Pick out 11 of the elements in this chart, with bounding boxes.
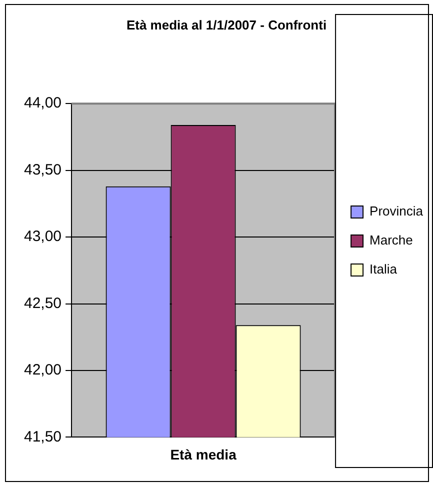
y-tick-label: 43,00 bbox=[24, 228, 62, 246]
x-axis-title: Età media bbox=[170, 446, 237, 462]
legend-label: Provincia bbox=[370, 204, 424, 219]
chart-title: Età media al 1/1/2007 - Confronti bbox=[126, 17, 327, 32]
y-tick-label: 41,50 bbox=[24, 428, 62, 446]
y-tick-label: 44,00 bbox=[24, 94, 62, 112]
y-tick-label: 42,00 bbox=[24, 362, 62, 379]
legend-label: Italia bbox=[370, 262, 398, 277]
y-tick-label: 43,50 bbox=[24, 161, 62, 178]
legend-label: Marche bbox=[370, 232, 413, 248]
y-tick-label: 42,50 bbox=[24, 294, 62, 312]
